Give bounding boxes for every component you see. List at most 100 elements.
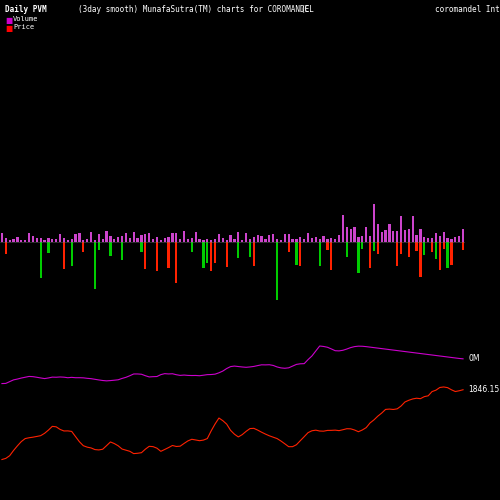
Bar (252, 242, 255, 266)
Bar (249, 242, 251, 256)
Bar (132, 232, 135, 241)
Bar (210, 240, 212, 242)
Bar (276, 242, 278, 300)
Bar (106, 231, 108, 241)
Bar (299, 242, 302, 266)
Bar (260, 236, 262, 242)
Bar (66, 240, 69, 242)
Bar (125, 234, 127, 241)
Text: coromandel Int: coromandel Int (435, 5, 500, 14)
Bar (110, 242, 112, 256)
Bar (78, 234, 80, 241)
Bar (296, 239, 298, 242)
Bar (346, 227, 348, 242)
Bar (423, 237, 426, 242)
Bar (408, 242, 410, 258)
Bar (454, 237, 456, 242)
Text: ■: ■ (5, 24, 12, 33)
Bar (334, 239, 336, 242)
Bar (183, 231, 185, 241)
Bar (376, 242, 379, 254)
Bar (245, 234, 247, 241)
Bar (404, 230, 406, 241)
Bar (427, 238, 430, 242)
Bar (40, 242, 42, 278)
Bar (350, 229, 352, 241)
Bar (168, 237, 170, 242)
Bar (314, 236, 317, 242)
Bar (140, 242, 142, 252)
Bar (144, 234, 146, 241)
Bar (20, 240, 22, 242)
Bar (82, 242, 84, 252)
Bar (326, 242, 328, 250)
Bar (156, 237, 158, 242)
Bar (420, 229, 422, 241)
Bar (307, 233, 309, 241)
Bar (194, 232, 197, 241)
Bar (438, 242, 441, 270)
Bar (237, 232, 240, 241)
Bar (136, 238, 138, 242)
Bar (423, 242, 426, 254)
Bar (442, 242, 445, 250)
Bar (12, 238, 14, 242)
Bar (202, 240, 204, 242)
Bar (369, 242, 371, 268)
Bar (361, 242, 364, 249)
Bar (190, 238, 193, 242)
Bar (458, 236, 460, 242)
Bar (218, 234, 220, 242)
Bar (462, 229, 464, 241)
Bar (94, 242, 96, 288)
Bar (462, 242, 464, 250)
Bar (117, 237, 119, 242)
Bar (226, 242, 228, 268)
Bar (70, 242, 73, 266)
Bar (241, 240, 244, 242)
Bar (446, 238, 448, 242)
Text: 0M: 0M (468, 354, 479, 364)
Bar (121, 236, 123, 242)
Bar (144, 242, 146, 269)
Bar (388, 224, 390, 242)
Bar (365, 227, 368, 242)
Bar (435, 242, 437, 258)
Bar (98, 234, 100, 242)
Bar (450, 240, 452, 242)
Bar (51, 239, 54, 242)
Bar (396, 231, 398, 241)
Bar (400, 242, 402, 254)
Bar (187, 239, 189, 242)
Bar (296, 242, 298, 266)
Text: (3day smooth) MunafaSutra(TM) charts for COROMANDEL: (3day smooth) MunafaSutra(TM) charts for… (78, 5, 314, 14)
Bar (226, 240, 228, 242)
Text: Volume: Volume (13, 16, 38, 22)
Bar (299, 238, 302, 242)
Bar (55, 240, 58, 242)
Bar (90, 232, 92, 241)
Bar (416, 242, 418, 250)
Text: 1846.15: 1846.15 (468, 385, 500, 394)
Bar (48, 242, 50, 253)
Bar (82, 240, 84, 242)
Bar (264, 239, 266, 242)
Bar (338, 235, 340, 242)
Bar (152, 239, 154, 242)
Bar (175, 242, 178, 282)
Bar (63, 238, 65, 242)
Bar (148, 233, 150, 241)
Bar (373, 242, 375, 250)
Bar (86, 238, 88, 242)
Bar (8, 240, 11, 242)
Bar (326, 240, 328, 242)
Bar (4, 238, 7, 242)
Bar (358, 242, 360, 273)
Bar (272, 234, 274, 241)
Bar (384, 230, 386, 241)
Bar (431, 242, 433, 252)
Bar (249, 238, 251, 242)
Bar (292, 240, 294, 242)
Bar (446, 242, 448, 268)
Bar (24, 240, 26, 242)
